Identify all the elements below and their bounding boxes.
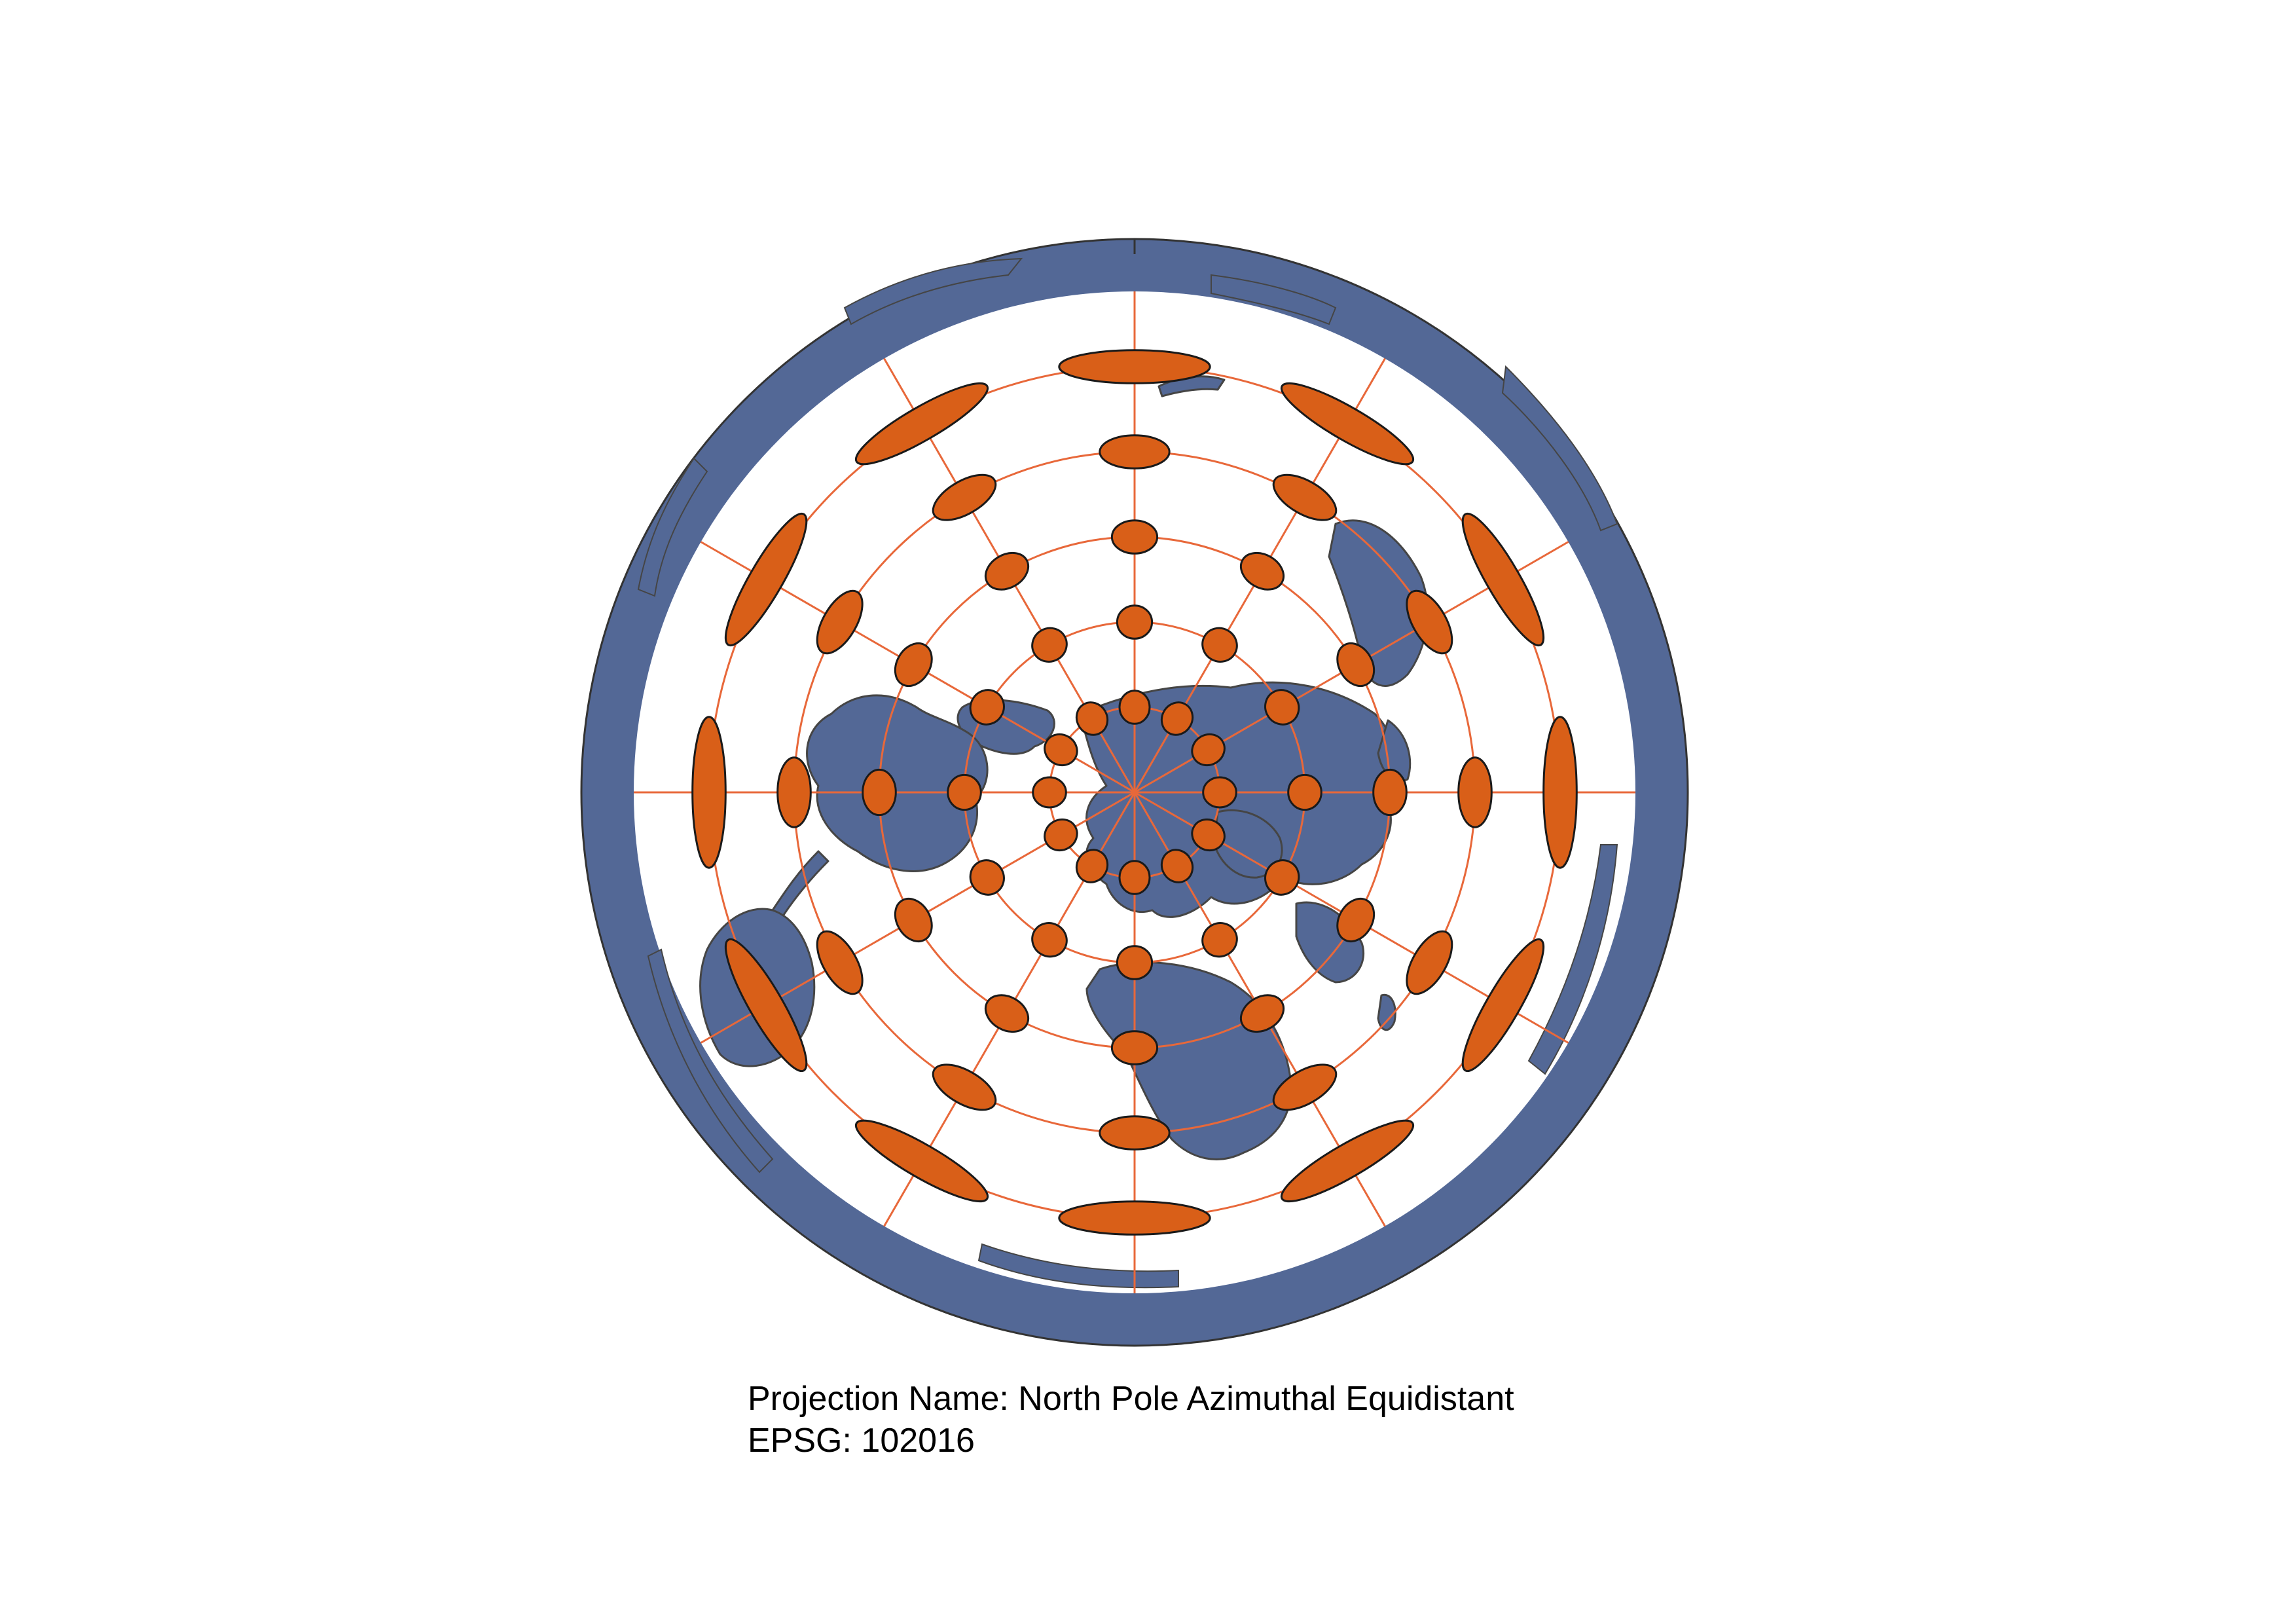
tissot-ellipse bbox=[816, 589, 864, 655]
tissot-ellipse bbox=[894, 642, 933, 688]
tissot-ellipse bbox=[1032, 776, 1067, 809]
tissot-ellipse bbox=[1118, 860, 1151, 895]
tissot-ellipse bbox=[1272, 473, 1338, 521]
tissot-ellipse bbox=[854, 382, 989, 466]
tissot-ellipse bbox=[1280, 382, 1415, 466]
tissot-ellipse bbox=[1099, 1115, 1171, 1151]
projection-name-label: Projection Name: North Pole Azimuthal Eq… bbox=[748, 1380, 1514, 1418]
tissot-ellipse bbox=[1461, 512, 1545, 647]
tissot-ellipse bbox=[1116, 945, 1154, 980]
tissot-ellipse bbox=[1272, 1063, 1338, 1111]
tissot-ellipse bbox=[1058, 1200, 1211, 1236]
tissot-ellipse bbox=[984, 994, 1030, 1033]
tissot-ellipse bbox=[1239, 994, 1285, 1033]
tissot-ellipse bbox=[969, 689, 1005, 726]
tissot-ellipse bbox=[1264, 859, 1300, 896]
tissot-ellipse bbox=[1280, 1119, 1415, 1203]
tissot-ellipse bbox=[932, 1063, 997, 1111]
tissot-ellipse bbox=[1116, 604, 1154, 640]
tissot-ellipse bbox=[1201, 922, 1238, 958]
tissot-ellipse bbox=[1239, 551, 1285, 591]
tissot-ellipse bbox=[1099, 434, 1171, 470]
tissot-ellipse bbox=[816, 930, 864, 995]
tissot-ellipse bbox=[1202, 776, 1237, 809]
tissot-ellipse bbox=[894, 897, 933, 943]
tissot-ellipse bbox=[1044, 733, 1078, 767]
tissot-ellipse bbox=[1075, 849, 1109, 883]
tissot-ellipse bbox=[1044, 818, 1078, 852]
tissot-ellipse bbox=[1372, 768, 1408, 817]
tissot-ellipse bbox=[1264, 689, 1300, 726]
tissot-ellipse bbox=[1031, 922, 1068, 958]
tissot-ellipse bbox=[1160, 701, 1194, 736]
tissot-ellipse bbox=[1201, 627, 1238, 663]
tissot-ellipse bbox=[1461, 938, 1545, 1073]
tissot-ellipse bbox=[947, 773, 982, 811]
tissot-ellipse bbox=[1118, 690, 1151, 725]
tissot-ellipse bbox=[1457, 756, 1493, 828]
tissot-ellipse bbox=[1406, 930, 1453, 995]
tissot-ellipse bbox=[1406, 589, 1453, 655]
north-america bbox=[806, 694, 989, 872]
tissot-ellipse bbox=[932, 473, 997, 521]
epsg-label: EPSG: 102016 bbox=[748, 1422, 975, 1460]
tissot-ellipse bbox=[1110, 1030, 1159, 1065]
tissot-ellipse bbox=[1160, 849, 1194, 883]
tissot-ellipses bbox=[691, 349, 1578, 1236]
tissot-ellipse bbox=[1031, 627, 1068, 663]
east-asia bbox=[1328, 519, 1429, 687]
tissot-ellipse bbox=[1191, 733, 1226, 767]
tissot-ellipse bbox=[984, 551, 1030, 591]
tissot-ellipse bbox=[969, 859, 1005, 896]
tissot-ellipse bbox=[854, 1119, 989, 1203]
tissot-ellipse bbox=[1336, 897, 1376, 943]
tissot-ellipse bbox=[776, 756, 812, 828]
tissot-ellipse bbox=[1287, 773, 1322, 811]
tissot-ellipse bbox=[862, 768, 897, 817]
tissot-ellipse bbox=[724, 938, 808, 1073]
tissot-ellipse bbox=[691, 716, 727, 869]
tissot-ellipse bbox=[1075, 701, 1109, 736]
antarctica-rim bbox=[637, 257, 1618, 1289]
madagascar bbox=[1377, 993, 1396, 1031]
tissot-ellipse bbox=[724, 512, 808, 647]
tissot-ellipse bbox=[1110, 519, 1159, 555]
tissot-ellipse bbox=[1336, 642, 1376, 688]
southeast-asia bbox=[1377, 719, 1412, 783]
tissot-ellipse bbox=[1542, 716, 1578, 869]
tissot-ellipse bbox=[1058, 349, 1211, 384]
tissot-ellipse bbox=[1191, 818, 1226, 852]
map-caption: Projection Name: North Pole Azimuthal Eq… bbox=[748, 1378, 1514, 1462]
